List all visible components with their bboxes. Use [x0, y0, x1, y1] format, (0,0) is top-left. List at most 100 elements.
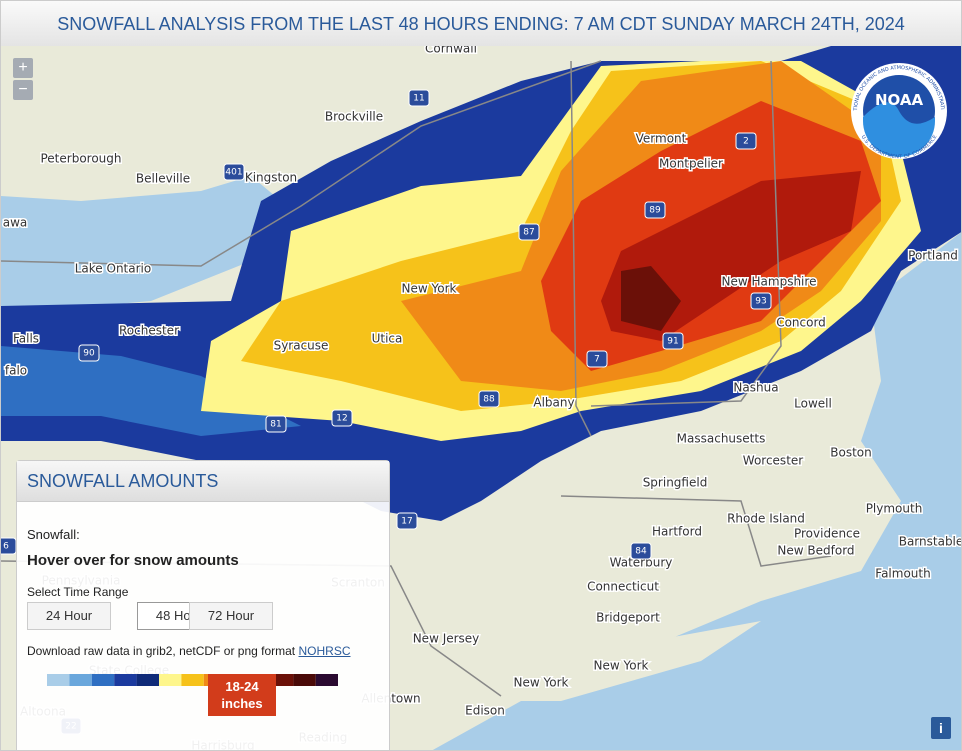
route-number: 11: [413, 94, 424, 104]
place-label: Bridgeport: [596, 611, 660, 625]
tooltip-range: 18-24: [225, 679, 259, 694]
place-label: Waterbury: [610, 556, 673, 570]
place-label: Providence: [794, 527, 860, 541]
border: [1, 60, 602, 267]
route-number: 7: [594, 355, 600, 365]
place-label: awa: [3, 216, 28, 230]
time-range-label: Select Time Range: [27, 585, 129, 599]
color-swatch: [293, 674, 316, 686]
place-label: Springfield: [643, 476, 708, 490]
time-button[interactable]: 24 Hour: [27, 602, 111, 630]
zoom-out[interactable]: −: [13, 80, 33, 100]
place-label: Rhode Island: [727, 512, 805, 526]
place-label: Connecticut: [587, 580, 659, 594]
color-swatch: [91, 674, 115, 686]
route-shield: [735, 132, 757, 150]
place-label: Cornwall: [425, 46, 477, 56]
route-number: 6: [3, 542, 9, 552]
route-shield: [644, 201, 666, 219]
place-label: Rochester: [119, 324, 179, 338]
place-label: New Hampshire: [722, 275, 817, 289]
route-number: 84: [635, 547, 647, 557]
place-label: Lake Ontario: [75, 262, 151, 276]
color-swatch: [181, 674, 204, 686]
route-shield: [518, 223, 540, 241]
place-label: New York: [402, 282, 457, 296]
border: [560, 495, 832, 567]
place-label: Hartford: [652, 525, 702, 539]
info-button[interactable]: i: [931, 717, 951, 739]
color-swatch: [47, 674, 70, 686]
route-shield: [265, 415, 287, 433]
place-label: Vermont: [636, 132, 687, 146]
color-swatch: [136, 674, 159, 686]
route-number: 89: [649, 206, 661, 216]
route-number: 90: [83, 349, 95, 359]
panel-title: SNOWFALL AMOUNTS: [17, 461, 389, 502]
tooltip-unit: inches: [221, 696, 263, 711]
route-number: 93: [755, 297, 766, 307]
place-label: Plymouth: [866, 502, 923, 516]
legend-tooltip: 18-24 inches: [208, 674, 276, 716]
borders: [1, 60, 832, 697]
route-shield: [331, 409, 353, 427]
border: [570, 60, 592, 437]
place-label: New York: [594, 659, 649, 673]
place-label: Belleville: [136, 172, 190, 186]
page-title: SNOWFALL ANALYSIS FROM THE LAST 48 HOURS…: [1, 1, 961, 47]
logo-wave: [863, 102, 935, 157]
route-shield: [662, 332, 684, 350]
place-label: Concord: [776, 316, 826, 330]
download-link[interactable]: NOHRSC: [298, 644, 351, 658]
place-label: New Jersey: [413, 632, 480, 646]
snow-band: [1, 346, 301, 436]
route-shield: [223, 163, 245, 181]
route-number: 12: [336, 414, 347, 424]
route-shield: [78, 344, 100, 362]
route-number: 87: [523, 228, 534, 238]
place-label: Montpelier: [659, 157, 723, 171]
route-shield: [630, 542, 652, 560]
place-label: New Bedford: [777, 544, 854, 558]
color-bar: [47, 674, 338, 686]
snow-band: [621, 266, 681, 331]
hover-text: Hover over for snow amounts: [27, 552, 239, 569]
ocean: [432, 232, 961, 750]
download-text: Download raw data in grib2, netCDF or pn…: [27, 644, 296, 658]
logo-name: NOAA: [875, 91, 924, 109]
color-swatch: [69, 674, 92, 686]
border: [590, 60, 782, 407]
place-label: Massachusetts: [677, 432, 766, 446]
route-shield: [586, 350, 608, 368]
place-label: Edison: [465, 704, 505, 718]
place-label: Portland: [908, 249, 958, 263]
noaa-logo: NOAA NATIONAL OCEANIC AND ATMOSPHERIC AD…: [851, 63, 947, 160]
route-shield: [750, 292, 772, 310]
color-swatch: [315, 674, 338, 686]
time-button[interactable]: 72 Hour: [189, 602, 273, 630]
place-label: Peterborough: [40, 152, 121, 166]
route-shield: [478, 390, 500, 408]
route-shield: [408, 89, 430, 107]
snowfall-label: Snowfall:: [27, 527, 80, 542]
route-number: 81: [270, 420, 281, 430]
route-number: 91: [667, 337, 678, 347]
place-label: Falmouth: [875, 567, 930, 581]
labels: Cornwall Brockville Peterborough Belleville…: [1, 46, 961, 750]
route-number: 2: [743, 137, 749, 147]
route-number: 88: [483, 395, 495, 405]
place-label: Albany: [533, 396, 574, 410]
place-label: Barnstable: [899, 535, 961, 549]
zoom-in[interactable]: +: [13, 58, 33, 78]
place-label: Lowell: [794, 397, 832, 411]
route-number: 401: [225, 168, 242, 178]
legend-panel: SNOWFALL AMOUNTS Snowfall: Hover over fo…: [16, 460, 390, 750]
map: Cornwall Brockville Peterborough Belleville…: [1, 46, 961, 750]
long-island: [501, 621, 761, 701]
place-label: Brockville: [325, 110, 383, 124]
place-label: Nashua: [733, 381, 778, 395]
download-line: Download raw data in grib2, netCDF or pn…: [27, 644, 351, 658]
color-swatch: [159, 674, 182, 686]
place-label: New York: [514, 676, 569, 690]
